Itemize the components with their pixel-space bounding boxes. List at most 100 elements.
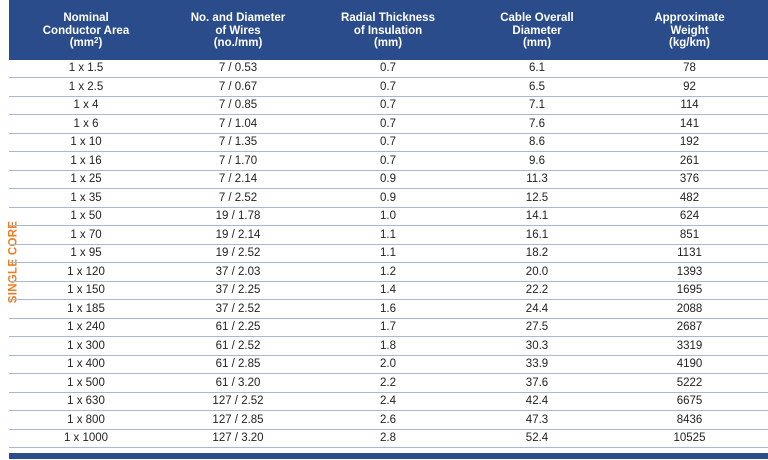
cell-overall-diameter: 9.6 (463, 151, 611, 171)
header-unit: (mm2) (13, 37, 159, 50)
cell-conductor-area: 1 x 10 (9, 133, 163, 152)
cell-weight: 2088 (611, 299, 768, 319)
header-line: No. and Diameter (190, 12, 286, 24)
cell-wires: 37 / 2.03 (163, 262, 313, 282)
cell-weight: 2687 (611, 318, 768, 337)
header-insulation: Radial Thickness of Insulation (mm) (313, 0, 463, 59)
cell-weight: 4190 (611, 355, 768, 374)
header-line: Cable Overall (500, 12, 574, 24)
cell-conductor-area: 1 x 6 (9, 114, 163, 134)
cell-overall-diameter: 24.4 (463, 299, 611, 319)
table-row: 1 x 630 127 / 2.52 2.4 42.4 6675 (9, 392, 768, 411)
header-unit: (kg/km) (615, 37, 764, 50)
cell-insulation: 2.4 (313, 392, 463, 411)
cell-wires: 7 / 2.52 (163, 188, 313, 208)
cell-weight: 482 (611, 188, 768, 208)
cell-wires: 127 / 3.20 (163, 429, 313, 448)
cell-overall-diameter: 47.3 (463, 410, 611, 430)
cell-wires: 7 / 0.85 (163, 96, 313, 115)
table-body: 1 x 1.5 7 / 0.53 0.7 6.1 78 1 x 2.5 7 / 0.67 0.… (9, 58, 768, 448)
header-unit: (mm) (467, 37, 607, 50)
cell-insulation: 0.7 (313, 151, 463, 171)
cell-conductor-area: 1 x 35 (9, 188, 163, 208)
cell-insulation: 1.1 (313, 225, 463, 245)
cell-weight: 10525 (611, 429, 768, 448)
cell-weight: 376 (611, 170, 768, 189)
cell-conductor-area: 1 x 500 (9, 373, 163, 393)
cell-insulation: 0.7 (313, 96, 463, 115)
cell-overall-diameter: 7.6 (463, 114, 611, 134)
table-row: 1 x 185 37 / 2.52 1.6 24.4 2088 (9, 299, 768, 319)
cell-insulation: 1.1 (313, 244, 463, 263)
header-row: Nominal Conductor Area (mm2) No. and Diamet… (9, 0, 768, 59)
table-row: 1 x 120 37 / 2.03 1.2 20.0 1393 (9, 262, 768, 282)
cell-weight: 1393 (611, 262, 768, 282)
table-row: 1 x 800 127 / 2.85 2.6 47.3 8436 (9, 410, 768, 430)
cell-wires: 7 / 1.04 (163, 114, 313, 134)
cell-weight: 5222 (611, 373, 768, 393)
cell-weight: 114 (611, 96, 768, 115)
table-row: 1 x 70 19 / 2.14 1.1 16.1 851 (9, 225, 768, 245)
cell-overall-diameter: 30.3 (463, 336, 611, 356)
cell-overall-diameter: 6.1 (463, 58, 611, 78)
cell-conductor-area: 1 x 120 (9, 262, 163, 282)
cell-insulation: 1.4 (313, 281, 463, 300)
table-row: 1 x 400 61 / 2.85 2.0 33.9 4190 (9, 355, 768, 374)
cell-overall-diameter: 8.6 (463, 133, 611, 152)
cell-weight: 141 (611, 114, 768, 134)
cell-insulation: 0.7 (313, 58, 463, 78)
header-weight: Approximate Weight (kg/km) (611, 0, 768, 59)
header-unit-text: (mm) (522, 37, 552, 49)
cell-insulation: 1.7 (313, 318, 463, 337)
cell-wires: 61 / 2.52 (163, 336, 313, 356)
bottom-rule (9, 453, 768, 459)
cell-insulation: 0.9 (313, 188, 463, 208)
cell-wires: 7 / 0.67 (163, 77, 313, 97)
header-conductor-area: Nominal Conductor Area (mm2) (9, 0, 163, 59)
header-unit-text: (no./mm) (213, 37, 263, 49)
header-line: of Insulation (353, 24, 423, 37)
cell-wires: 7 / 0.53 (163, 58, 313, 78)
cell-weight: 624 (611, 207, 768, 226)
cell-wires: 7 / 2.14 (163, 170, 313, 189)
cell-weight: 261 (611, 151, 768, 171)
table-row: 1 x 95 19 / 2.52 1.1 18.2 1131 (9, 244, 768, 263)
header-line: Radial Thickness (341, 12, 435, 24)
header-line: Weight (670, 24, 709, 37)
cell-insulation: 0.7 (313, 133, 463, 152)
cell-conductor-area: 1 x 50 (9, 207, 163, 226)
cell-weight: 3319 (611, 336, 768, 356)
header-line: Diameter (512, 24, 562, 37)
header-line: Approximate (654, 12, 725, 24)
cell-insulation: 1.8 (313, 336, 463, 356)
cell-conductor-area: 1 x 630 (9, 392, 163, 411)
cell-weight: 1131 (611, 244, 768, 263)
cell-conductor-area: 1 x 4 (9, 96, 163, 115)
cell-overall-diameter: 11.3 (463, 170, 611, 189)
cell-overall-diameter: 52.4 (463, 429, 611, 448)
cell-overall-diameter: 20.0 (463, 262, 611, 282)
cell-wires: 61 / 2.25 (163, 318, 313, 337)
cell-wires: 61 / 2.85 (163, 355, 313, 374)
cell-wires: 19 / 2.14 (163, 225, 313, 245)
cell-insulation: 2.8 (313, 429, 463, 448)
cell-conductor-area: 1 x 1.5 (9, 58, 163, 78)
table-row: 1 x 25 7 / 2.14 0.9 11.3 376 (9, 170, 768, 189)
cell-overall-diameter: 37.6 (463, 373, 611, 393)
cell-insulation: 1.2 (313, 262, 463, 282)
cell-conductor-area: 1 x 800 (9, 410, 163, 430)
cell-wires: 61 / 3.20 (163, 373, 313, 393)
cell-conductor-area: 1 x 16 (9, 151, 163, 171)
cell-overall-diameter: 42.4 (463, 392, 611, 411)
cell-insulation: 0.7 (313, 77, 463, 97)
cell-insulation: 1.6 (313, 299, 463, 319)
cell-weight: 851 (611, 225, 768, 245)
cell-overall-diameter: 6.5 (463, 77, 611, 97)
table-row: 1 x 300 61 / 2.52 1.8 30.3 3319 (9, 336, 768, 356)
cell-conductor-area: 1 x 2.5 (9, 77, 163, 97)
table-row: 1 x 16 7 / 1.70 0.7 9.6 261 (9, 151, 768, 171)
cell-conductor-area: 1 x 70 (9, 225, 163, 245)
